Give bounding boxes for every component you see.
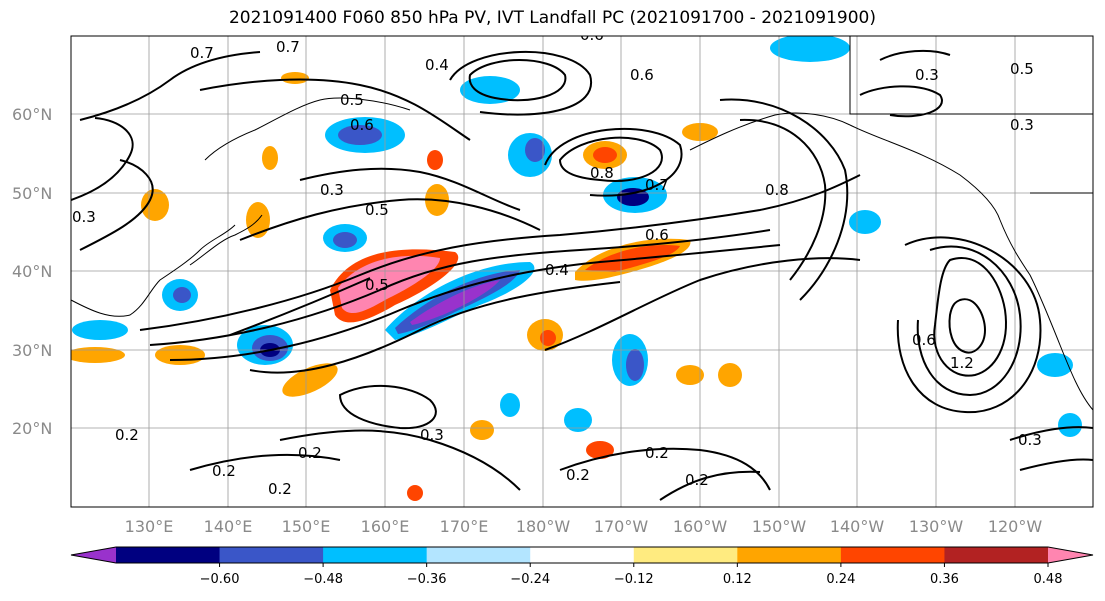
contour-label: 0.7 [276, 38, 300, 56]
colorbar-segment [219, 547, 324, 563]
contour-label: 0.3 [320, 181, 344, 199]
contour-label: 0.6 [912, 331, 936, 349]
map-title: 2021091400 F060 850 hPa PV, IVT Landfall… [228, 8, 876, 28]
colorbar-segment [426, 547, 531, 563]
contour-label: 1.2 [950, 354, 974, 372]
contour-label: 0.2 [298, 444, 322, 462]
lon-label: 150°E [282, 517, 331, 536]
colorbar-extend-high [1048, 547, 1093, 563]
coastlines [71, 36, 1093, 411]
lon-label: 140°E [204, 517, 253, 536]
contour-label: 0.5 [365, 201, 389, 219]
lon-label: 160°W [673, 517, 728, 536]
colorbar-tick-label: 0.24 [826, 572, 855, 587]
lat-label: 20°N [12, 419, 52, 438]
lat-label: 40°N [12, 262, 52, 281]
lon-label: 180°W [516, 517, 571, 536]
contour-label: 0.3 [1018, 431, 1042, 449]
contour-label: 0.2 [212, 462, 236, 480]
colorbar-segment [737, 547, 842, 563]
colorbar-tick-label: −0.48 [303, 572, 343, 587]
contour-label: 0.5 [365, 276, 389, 294]
contour-label: 0.2 [115, 426, 139, 444]
colorbar: −0.60 −0.48 −0.36 −0.24 −0.12 0.12 0.24 0.36 0.4… [70, 546, 1094, 587]
colorbar-outline [70, 546, 1094, 564]
map-panel: 0.7 0.6 0.4 0.7 0.6 0.3 0.5 0.5 0.6 0.3 … [71, 26, 1093, 507]
contour-label: 0.3 [1010, 116, 1034, 134]
contour-label: 0.8 [765, 181, 789, 199]
contour-label: 0.7 [645, 176, 669, 194]
lat-label: 30°N [12, 341, 52, 360]
ivt-contours [71, 49, 1093, 501]
colorbar-segment [633, 547, 738, 563]
colorbar-tick-label: −0.36 [407, 572, 447, 587]
colorbar-tick-label: 0.12 [723, 572, 752, 587]
lon-axis-labels: 130°E 140°E 150°E 160°E 170°E 180°W 170°… [125, 517, 1043, 536]
contour-label: 0.3 [72, 208, 96, 226]
colorbar-tick-label: −0.12 [614, 572, 654, 587]
contour-label: 0.6 [580, 26, 604, 44]
colorbar-tick-label: 0.36 [930, 572, 959, 587]
contour-label: 0.3 [915, 66, 939, 84]
colorbar-tick-label: −0.60 [200, 572, 240, 587]
lon-label: 160°E [361, 517, 410, 536]
lat-axis-labels: 60°N 50°N 40°N 30°N 20°N [12, 105, 52, 438]
contour-labels: 0.7 0.6 0.4 0.7 0.6 0.3 0.5 0.5 0.6 0.3 … [72, 26, 1042, 498]
lon-label: 120°W [988, 517, 1043, 536]
colorbar-segment [116, 547, 221, 563]
lon-label: 130°W [909, 517, 964, 536]
lon-label: 130°E [125, 517, 174, 536]
contour-label: 0.6 [645, 226, 669, 244]
colorbar-segment [530, 547, 635, 563]
lon-label: 170°W [594, 517, 649, 536]
contour-label: 0.7 [190, 44, 214, 62]
map-frame [70, 35, 1094, 508]
contour-label: 0.2 [645, 444, 669, 462]
colorbar-extend-low [71, 547, 116, 563]
contour-label: 0.8 [590, 164, 614, 182]
lon-label: 170°E [440, 517, 489, 536]
contour-label: 0.4 [425, 56, 449, 74]
contour-label: 0.3 [420, 426, 444, 444]
colorbar-segment [944, 547, 1049, 563]
colorbar-tick-label: −0.24 [510, 572, 550, 587]
lon-label: 150°W [752, 517, 807, 536]
colorbar-tick-label: 0.48 [1034, 572, 1063, 587]
colorbar-segment [840, 547, 945, 563]
contour-label: 0.6 [630, 66, 654, 84]
lat-label: 60°N [12, 105, 52, 124]
contour-label: 0.2 [566, 466, 590, 484]
lat-label: 50°N [12, 184, 52, 203]
colorbar-segment [323, 547, 428, 563]
contour-label: 0.5 [1010, 60, 1034, 78]
contour-label: 0.2 [685, 471, 709, 489]
lon-label: 140°W [830, 517, 885, 536]
contour-label: 0.5 [340, 91, 364, 109]
contour-label: 0.4 [545, 261, 569, 279]
contour-label: 0.2 [268, 480, 292, 498]
contour-label: 0.6 [350, 116, 374, 134]
